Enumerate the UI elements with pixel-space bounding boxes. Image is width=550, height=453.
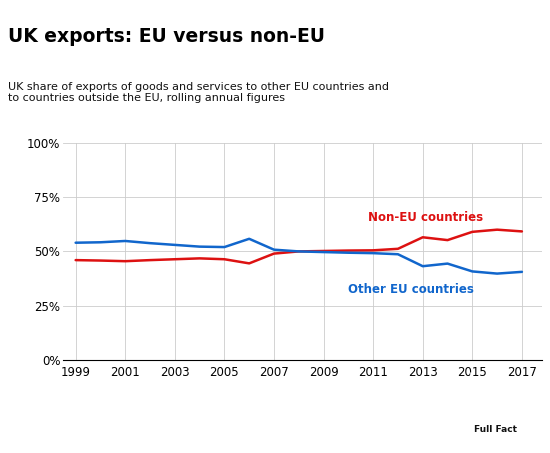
- Text: Non-EU countries: Non-EU countries: [368, 211, 483, 224]
- Text: Other EU countries: Other EU countries: [348, 283, 474, 296]
- Text: UK share of exports of goods and services to other EU countries and
to countries: UK share of exports of goods and service…: [8, 82, 389, 103]
- Text: UK exports: EU versus non-EU: UK exports: EU versus non-EU: [8, 27, 325, 46]
- Polygon shape: [470, 372, 517, 446]
- Text: Source:: Source:: [10, 381, 53, 390]
- Text: ONS balance of payments datasets "Exports: European Union" (L7D7) and
"Exports: : ONS balance of payments datasets "Export…: [60, 381, 434, 402]
- Text: Full Fact: Full Fact: [474, 424, 516, 434]
